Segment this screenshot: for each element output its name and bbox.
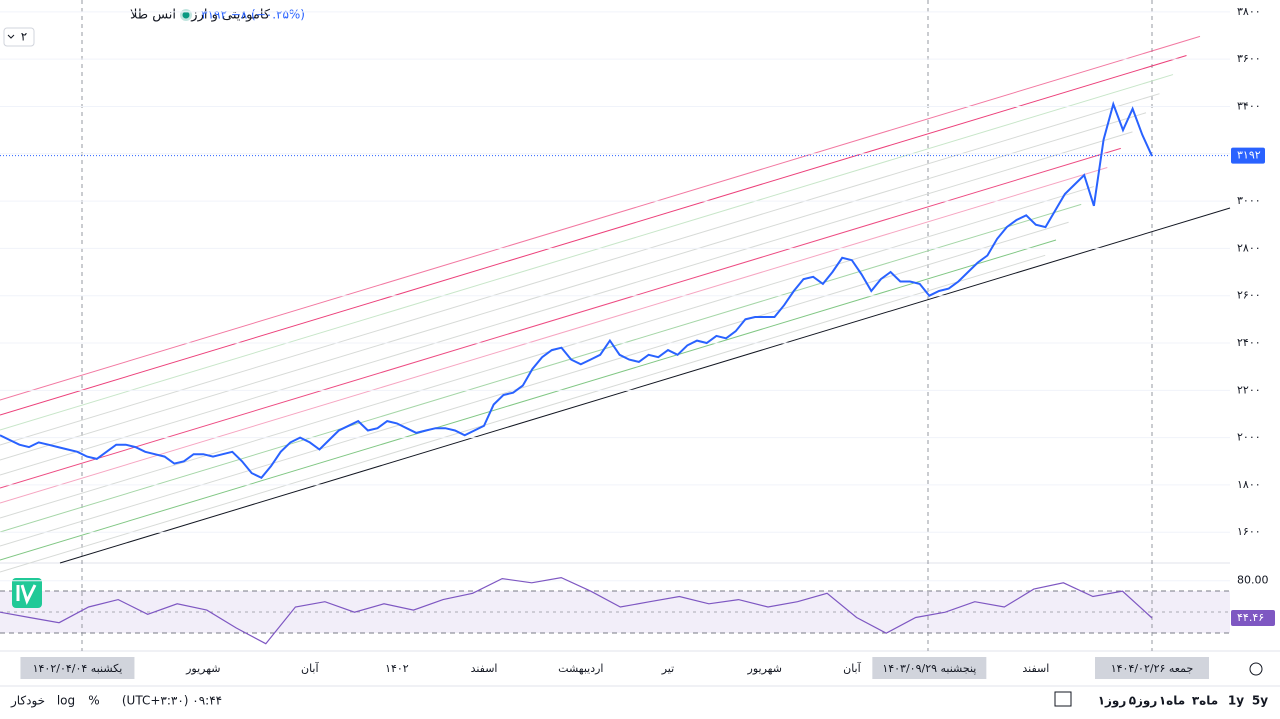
y-tick-label: ۱۸۰۰	[1237, 478, 1261, 491]
y-tick-label: ۳۰۰۰	[1237, 194, 1261, 207]
channel-line	[0, 167, 1108, 504]
x-tick-label: شهریور	[747, 662, 782, 675]
logo-mark	[16, 584, 37, 605]
y-tick-label: ۲۶۰۰	[1237, 289, 1261, 302]
y-tick-label: 80.00	[1237, 574, 1269, 587]
settings-icon[interactable]	[1249, 662, 1263, 676]
regression-channel	[0, 35, 1231, 573]
last-value-label: ۳۱۹۲	[1237, 149, 1261, 162]
crosshair-date-box	[1095, 657, 1209, 679]
channel-line	[0, 74, 1174, 431]
y-tick-label: ۲۴۰۰	[1237, 336, 1261, 349]
y-tick-label: ۳۶۰۰	[1237, 52, 1261, 65]
y-tick-label: ۲۰۰۰	[1237, 431, 1261, 444]
channel-base	[59, 207, 1231, 564]
symbol-title: کامودیتی و ارز ۰ انس طلا	[130, 8, 271, 23]
channel-line	[0, 131, 1133, 476]
x-tick-label: اسفند	[1022, 662, 1049, 675]
range-button[interactable]: 1y	[1228, 694, 1244, 708]
y-tick-label: ۳۴۰۰	[1237, 99, 1261, 112]
last-value-label: ۴۴.۴۶	[1237, 611, 1264, 624]
channel-line	[0, 254, 1046, 573]
channel-line	[0, 221, 1069, 547]
x-tick-label: ۱۴۰۲	[385, 662, 409, 675]
interval[interactable]: ۲	[21, 30, 27, 44]
channel-line	[0, 147, 1121, 489]
x-tick-label: آبان	[843, 661, 861, 675]
channel-line	[0, 35, 1201, 401]
rsi-line	[0, 576, 1153, 645]
x-tick-label: آبان	[301, 661, 319, 675]
status-dot	[182, 11, 190, 19]
y-tick-label: ۱۶۰۰	[1237, 525, 1261, 538]
interval-dropdown[interactable]	[3, 27, 35, 47]
channel-line	[0, 55, 1187, 416]
y-tick-label: ۳۸۰۰	[1237, 5, 1261, 18]
crosshair-date: پنجشنبه ۱۴۰۳/۰۹/۲۹	[882, 662, 976, 675]
range-button[interactable]: ۱ماه	[1159, 694, 1185, 708]
range-button[interactable]: ۳ماه	[1192, 694, 1218, 708]
y-tick-label: ۲۸۰۰	[1237, 241, 1261, 254]
range-button[interactable]: 5y	[1252, 694, 1268, 708]
channel-line	[0, 203, 1082, 533]
timezone[interactable]: (UTC+۳:۳۰) ۰۹:۴۴	[122, 694, 222, 708]
x-tick-label: اردیبهشت	[558, 662, 603, 675]
log-toggle[interactable]: log	[57, 694, 75, 708]
x-tick-label: شهریور	[185, 662, 220, 675]
price-line	[0, 100, 1153, 480]
percent-toggle[interactable]: %	[88, 694, 99, 708]
range-button[interactable]: ۱روز	[1098, 694, 1127, 709]
last-value-box	[1231, 147, 1265, 164]
quote: ۳۱۹۲ −۸ (−۰.۲۵%)	[201, 8, 305, 22]
crosshair-date-box	[872, 657, 987, 679]
last-value-box	[1231, 610, 1275, 627]
chevron	[7, 34, 15, 39]
channel-line	[0, 239, 1057, 561]
channel-line	[0, 93, 1160, 446]
x-tick-label: اسفند	[471, 662, 498, 675]
crosshair-date: یکشنبه ۱۴۰۲/۰۴/۰۴	[33, 662, 123, 675]
crosshair-date: جمعه ۱۴۰۴/۰۲/۲۶	[1111, 662, 1194, 675]
channel-line	[0, 112, 1147, 461]
crosshair-date-box	[20, 657, 135, 679]
x-tick-label: تیر	[661, 662, 674, 675]
channel-line	[0, 186, 1094, 519]
auto-toggle[interactable]: خودکار	[10, 694, 45, 709]
calendar-icon[interactable]	[1054, 691, 1072, 707]
range-button[interactable]: ۵روز	[1129, 694, 1158, 709]
y-tick-label: ۲۲۰۰	[1237, 383, 1261, 396]
